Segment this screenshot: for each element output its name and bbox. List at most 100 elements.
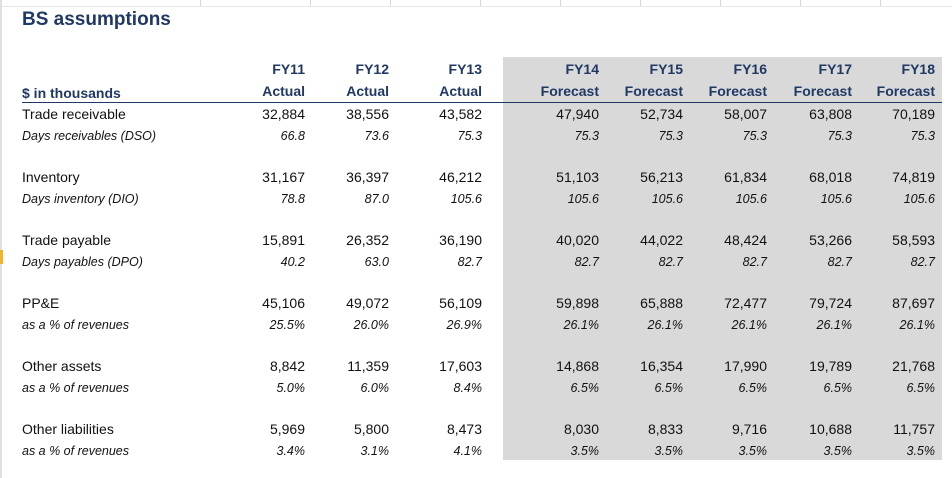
value-cell[interactable]: 65,888 (640, 295, 683, 311)
value-cell[interactable]: 36,190 (439, 232, 482, 248)
value-cell[interactable]: 5,969 (269, 421, 305, 437)
column-type-header[interactable]: Forecast (624, 83, 683, 99)
value-cell[interactable]: 45,106 (262, 295, 305, 311)
ratio-cell[interactable]: 82.7 (742, 255, 767, 269)
ratio-cell[interactable]: 5.0% (276, 381, 306, 395)
ratio-cell[interactable]: 87.0 (364, 192, 389, 206)
value-cell[interactable]: 11,757 (893, 421, 935, 437)
ratio-cell[interactable]: 75.3 (827, 129, 852, 143)
value-cell[interactable]: 47,940 (556, 106, 599, 122)
value-cell[interactable]: 49,072 (346, 295, 389, 311)
value-cell[interactable]: 17,990 (724, 358, 767, 374)
ratio-cell[interactable]: 26.0% (353, 318, 389, 332)
ratio-cell[interactable]: 66.8 (280, 129, 305, 143)
value-cell[interactable]: 32,884 (262, 106, 305, 122)
column-type-header[interactable]: Forecast (793, 83, 852, 99)
ratio-cell[interactable]: 105.6 (735, 192, 767, 206)
column-year-header[interactable]: FY11 (272, 61, 305, 77)
ratio-cell[interactable]: 82.7 (574, 255, 599, 269)
column-year-header[interactable]: FY14 (565, 61, 599, 77)
ratio-cell[interactable]: 6.0% (360, 381, 390, 395)
ratio-cell[interactable]: 26.1% (731, 318, 767, 332)
ratio-cell[interactable]: 26.1% (563, 318, 599, 332)
ratio-cell[interactable]: 75.3 (658, 129, 683, 143)
value-cell[interactable]: 9,716 (731, 421, 767, 437)
value-cell[interactable]: 21,768 (892, 358, 935, 374)
value-cell[interactable]: 10,688 (809, 421, 852, 437)
value-cell[interactable]: 19,789 (809, 358, 852, 374)
value-cell[interactable]: 8,473 (446, 421, 482, 437)
ratio-cell[interactable]: 75.3 (742, 129, 767, 143)
value-cell[interactable]: 53,266 (809, 232, 852, 248)
ratio-cell[interactable]: 6.5% (738, 381, 768, 395)
value-cell[interactable]: 8,833 (647, 421, 683, 437)
value-cell[interactable]: 56,109 (439, 295, 482, 311)
value-cell[interactable]: 8,842 (269, 358, 305, 374)
ratio-cell[interactable]: 105.6 (903, 192, 935, 206)
value-cell[interactable]: 26,352 (346, 232, 389, 248)
column-type-header[interactable]: Forecast (876, 83, 935, 99)
ratio-cell[interactable]: 26.9% (446, 318, 482, 332)
value-cell[interactable]: 36,397 (346, 169, 389, 185)
column-year-header[interactable]: FY12 (355, 61, 389, 77)
column-year-header[interactable]: FY16 (733, 61, 767, 77)
ratio-cell[interactable]: 3.5% (570, 444, 600, 458)
ratio-cell[interactable]: 3.5% (738, 444, 768, 458)
value-cell[interactable]: 17,603 (439, 358, 482, 374)
ratio-cell[interactable]: 75.3 (910, 129, 935, 143)
ratio-cell[interactable]: 75.3 (574, 129, 599, 143)
ratio-cell[interactable]: 6.5% (654, 381, 684, 395)
value-cell[interactable]: 11,359 (347, 358, 389, 374)
ratio-cell[interactable]: 82.7 (658, 255, 683, 269)
ratio-cell[interactable]: 105.6 (450, 192, 482, 206)
column-year-header[interactable]: FY18 (901, 61, 935, 77)
value-cell[interactable]: 72,477 (724, 295, 767, 311)
ratio-cell[interactable]: 8.4% (453, 381, 483, 395)
value-cell[interactable]: 38,556 (346, 106, 389, 122)
value-cell[interactable]: 79,724 (809, 295, 852, 311)
ratio-cell[interactable]: 82.7 (910, 255, 935, 269)
ratio-cell[interactable]: 6.5% (823, 381, 853, 395)
column-type-header[interactable]: Actual (346, 83, 389, 99)
value-cell[interactable]: 52,734 (640, 106, 683, 122)
ratio-cell[interactable]: 105.6 (820, 192, 852, 206)
value-cell[interactable]: 61,834 (724, 169, 767, 185)
value-cell[interactable]: 43,582 (439, 106, 482, 122)
column-year-header[interactable]: FY17 (818, 61, 852, 77)
value-cell[interactable]: 14,868 (556, 358, 599, 374)
value-cell[interactable]: 51,103 (556, 169, 599, 185)
value-cell[interactable]: 58,593 (892, 232, 935, 248)
ratio-cell[interactable]: 105.6 (567, 192, 599, 206)
column-year-header[interactable]: FY13 (448, 61, 482, 77)
value-cell[interactable]: 15,891 (262, 232, 305, 248)
value-cell[interactable]: 46,212 (439, 169, 482, 185)
ratio-cell[interactable]: 63.0 (364, 255, 389, 269)
ratio-cell[interactable]: 26.1% (647, 318, 683, 332)
value-cell[interactable]: 44,022 (640, 232, 683, 248)
ratio-cell[interactable]: 3.4% (276, 444, 306, 458)
column-type-header[interactable]: Actual (262, 83, 305, 99)
value-cell[interactable]: 87,697 (892, 295, 935, 311)
value-cell[interactable]: 48,424 (724, 232, 767, 248)
ratio-cell[interactable]: 26.1% (816, 318, 852, 332)
ratio-cell[interactable]: 3.5% (906, 444, 936, 458)
ratio-cell[interactable]: 3.5% (823, 444, 853, 458)
column-type-header[interactable]: Forecast (540, 83, 599, 99)
ratio-cell[interactable]: 78.8 (280, 192, 305, 206)
ratio-cell[interactable]: 105.6 (651, 192, 683, 206)
value-cell[interactable]: 59,898 (556, 295, 599, 311)
value-cell[interactable]: 16,354 (640, 358, 683, 374)
ratio-cell[interactable]: 73.6 (364, 129, 389, 143)
ratio-cell[interactable]: 75.3 (457, 129, 482, 143)
value-cell[interactable]: 70,189 (892, 106, 935, 122)
column-type-header[interactable]: Forecast (708, 83, 767, 99)
value-cell[interactable]: 74,819 (892, 169, 935, 185)
value-cell[interactable]: 58,007 (724, 106, 767, 122)
ratio-cell[interactable]: 40.2 (280, 255, 305, 269)
ratio-cell[interactable]: 3.5% (654, 444, 684, 458)
ratio-cell[interactable]: 4.1% (453, 444, 483, 458)
value-cell[interactable]: 68,018 (809, 169, 852, 185)
ratio-cell[interactable]: 6.5% (906, 381, 936, 395)
value-cell[interactable]: 5,800 (353, 421, 389, 437)
ratio-cell[interactable]: 82.7 (827, 255, 852, 269)
